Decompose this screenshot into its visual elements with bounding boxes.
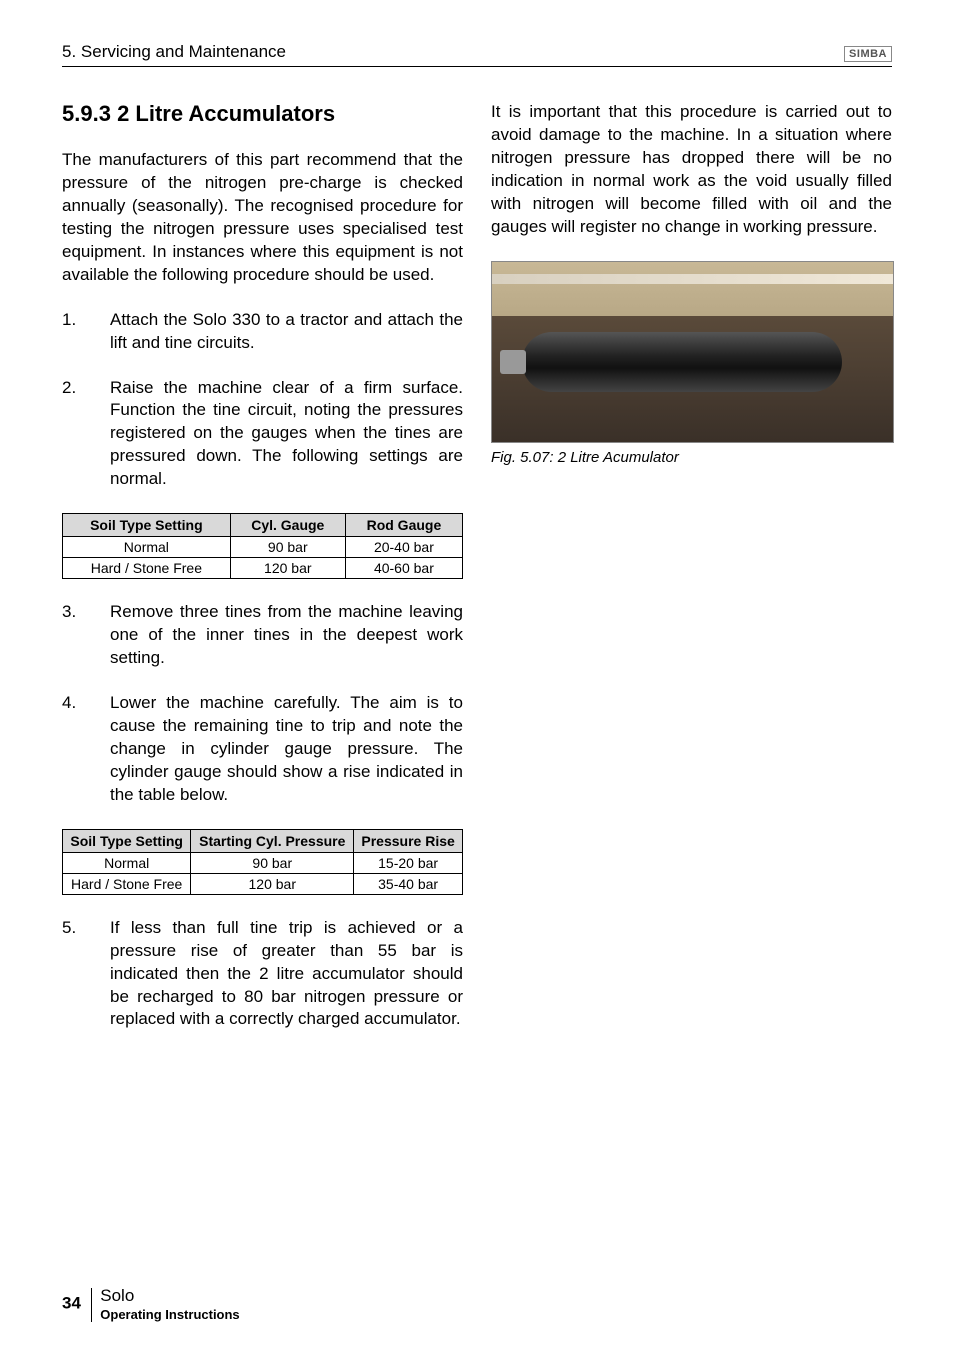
- intro-paragraph: The manufacturers of this part recommend…: [62, 149, 463, 287]
- table-cell: 90 bar: [191, 852, 354, 873]
- table-cell: Normal: [63, 537, 231, 558]
- step-number: 4.: [62, 692, 110, 807]
- table-header: Cyl. Gauge: [230, 514, 345, 537]
- table-cell: 90 bar: [230, 537, 345, 558]
- list-item: 5. If less than full tine trip is achiev…: [62, 917, 463, 1032]
- accumulator-cylinder: [522, 332, 842, 392]
- step-number: 3.: [62, 601, 110, 670]
- list-item: 4. Lower the machine carefully. The aim …: [62, 692, 463, 807]
- table-cell: 40-60 bar: [345, 558, 462, 579]
- procedure-list-part3: 5. If less than full tine trip is achiev…: [62, 917, 463, 1032]
- pressure-rise-table: Soil Type Setting Starting Cyl. Pressure…: [62, 829, 463, 895]
- document-type: Operating Instructions: [100, 1307, 239, 1322]
- table-row: Hard / Stone Free 120 bar 35-40 bar: [63, 873, 463, 894]
- table-header: Soil Type Setting: [63, 829, 191, 852]
- table-header: Pressure Rise: [354, 829, 463, 852]
- table-header-row: Soil Type Setting Cyl. Gauge Rod Gauge: [63, 514, 463, 537]
- table-header: Rod Gauge: [345, 514, 462, 537]
- table-cell: Hard / Stone Free: [63, 558, 231, 579]
- chapter-title: 5. Servicing and Maintenance: [62, 42, 286, 62]
- footer-divider: [91, 1288, 92, 1322]
- page-number: 34: [62, 1293, 81, 1312]
- section-number: 5.9.3: [62, 101, 111, 126]
- table-header: Starting Cyl. Pressure: [191, 829, 354, 852]
- table-cell: 20-40 bar: [345, 537, 462, 558]
- step-text: Lower the machine carefully. The aim is …: [110, 692, 463, 807]
- right-column: It is important that this procedure is c…: [491, 101, 892, 1053]
- table-cell: 35-40 bar: [354, 873, 463, 894]
- table-cell: 120 bar: [191, 873, 354, 894]
- step-text: If less than full tine trip is achieved …: [110, 917, 463, 1032]
- table-header: Soil Type Setting: [63, 514, 231, 537]
- table-row: Normal 90 bar 15-20 bar: [63, 852, 463, 873]
- figure: Fig. 5.07: 2 Litre Acumulator: [491, 261, 892, 466]
- table-row: Hard / Stone Free 120 bar 40-60 bar: [63, 558, 463, 579]
- photo-background-element: [492, 274, 893, 284]
- step-text: Raise the machine clear of a firm surfac…: [110, 377, 463, 492]
- table-cell: 120 bar: [230, 558, 345, 579]
- content-columns: 5.9.3 2 Litre Accumulators The manufactu…: [62, 101, 892, 1053]
- product-name: Solo: [100, 1286, 134, 1305]
- left-column: 5.9.3 2 Litre Accumulators The manufactu…: [62, 101, 463, 1053]
- procedure-list-part1: 1. Attach the Solo 330 to a tractor and …: [62, 309, 463, 492]
- table-cell: 15-20 bar: [354, 852, 463, 873]
- gauge-table: Soil Type Setting Cyl. Gauge Rod Gauge N…: [62, 513, 463, 579]
- page: 5. Servicing and Maintenance SIMBA 5.9.3…: [0, 0, 954, 1351]
- step-number: 1.: [62, 309, 110, 355]
- list-item: 3. Remove three tines from the machine l…: [62, 601, 463, 670]
- list-item: 2. Raise the machine clear of a firm sur…: [62, 377, 463, 492]
- section-heading: 5.9.3 2 Litre Accumulators: [62, 101, 463, 127]
- brand-logo: SIMBA: [844, 46, 892, 62]
- procedure-list-part2: 3. Remove three tines from the machine l…: [62, 601, 463, 807]
- section-title: 2 Litre Accumulators: [117, 101, 335, 126]
- page-footer: 34 Solo Operating Instructions: [62, 1286, 240, 1323]
- table-cell: Normal: [63, 852, 191, 873]
- page-header: 5. Servicing and Maintenance SIMBA: [62, 42, 892, 67]
- accumulator-photo: [491, 261, 894, 443]
- table-header-row: Soil Type Setting Starting Cyl. Pressure…: [63, 829, 463, 852]
- right-paragraph: It is important that this procedure is c…: [491, 101, 892, 239]
- step-number: 5.: [62, 917, 110, 1032]
- footer-text-stack: Solo Operating Instructions: [100, 1286, 239, 1323]
- step-text: Remove three tines from the machine leav…: [110, 601, 463, 670]
- step-number: 2.: [62, 377, 110, 492]
- table-cell: Hard / Stone Free: [63, 873, 191, 894]
- step-text: Attach the Solo 330 to a tractor and att…: [110, 309, 463, 355]
- table-row: Normal 90 bar 20-40 bar: [63, 537, 463, 558]
- list-item: 1. Attach the Solo 330 to a tractor and …: [62, 309, 463, 355]
- figure-caption: Fig. 5.07: 2 Litre Acumulator: [491, 449, 892, 466]
